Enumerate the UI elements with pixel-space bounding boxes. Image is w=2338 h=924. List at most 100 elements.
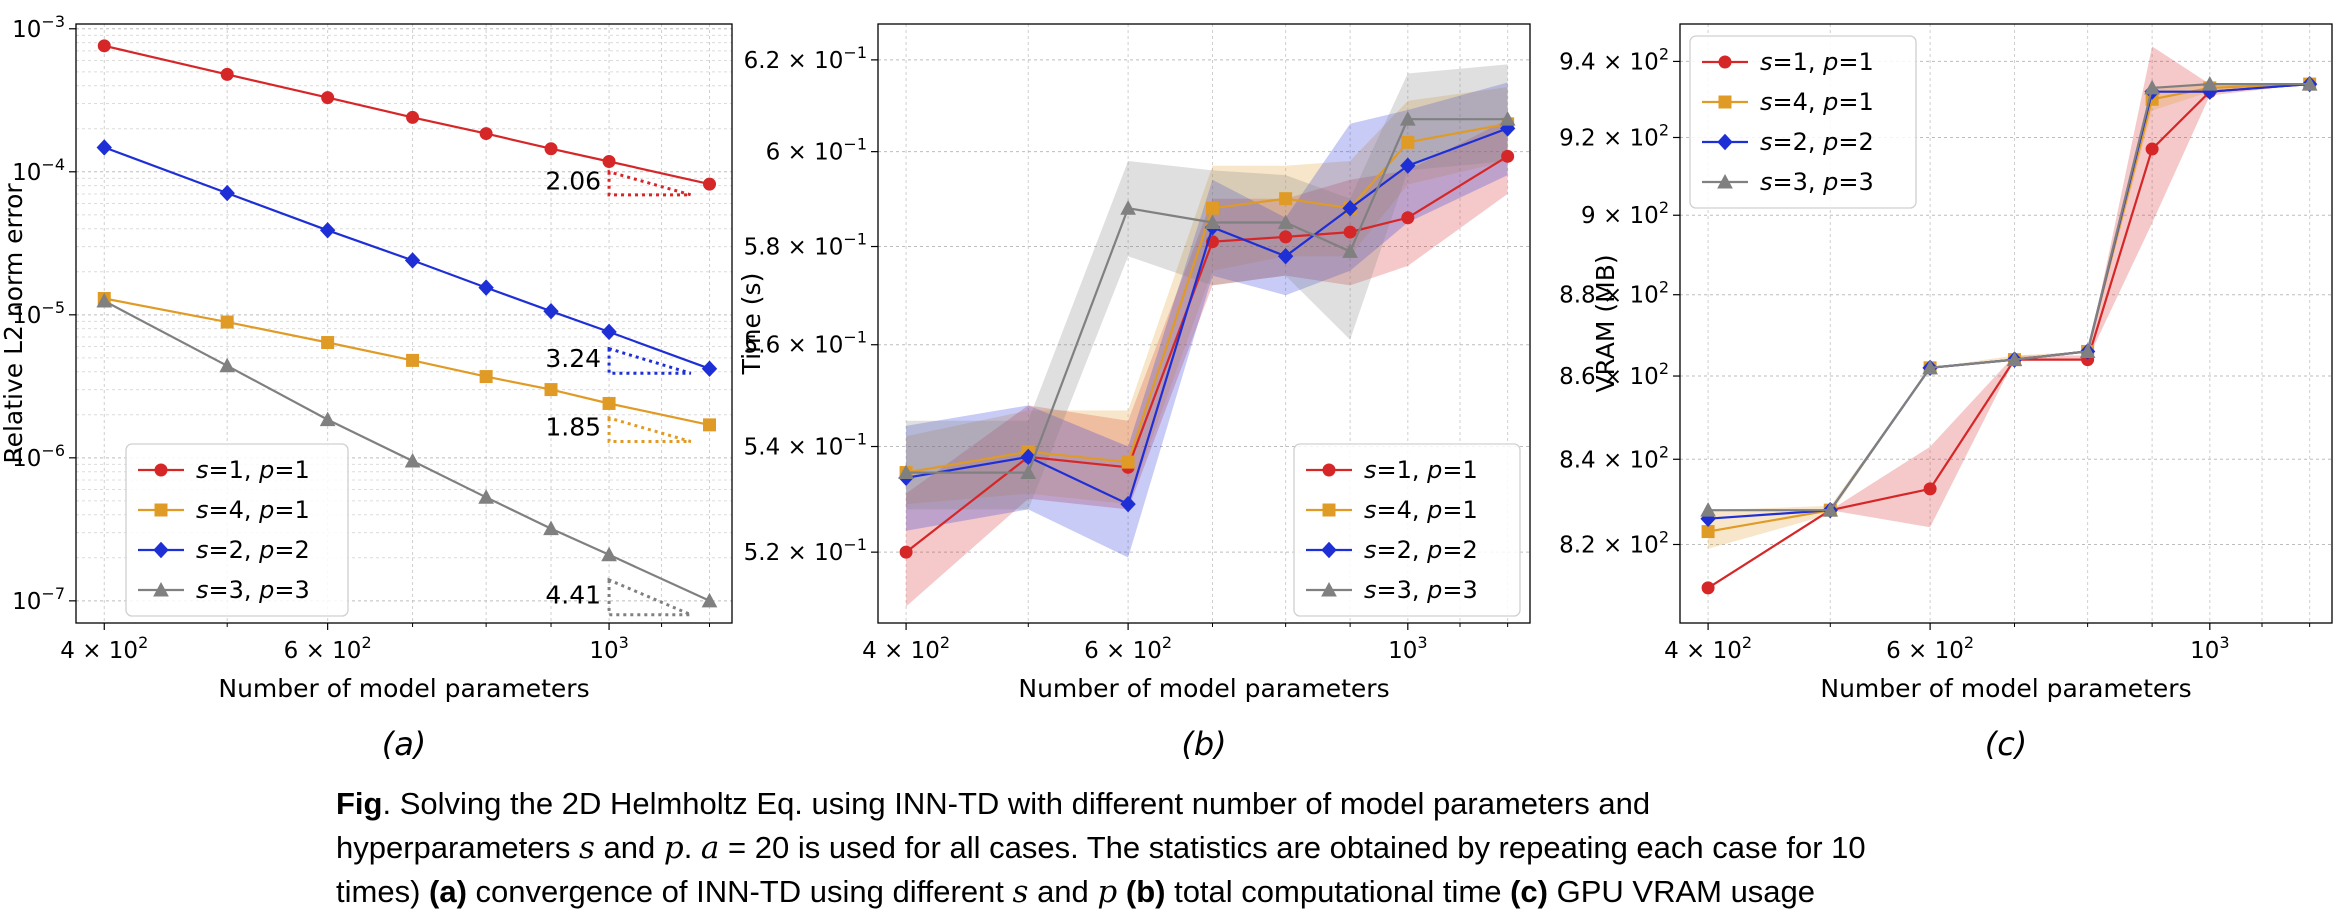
legend-label: s=2, p=2 — [196, 536, 310, 564]
data-point — [543, 520, 559, 536]
caption-symbol: p — [663, 830, 684, 866]
y-tick-label: 9.4 × 102 — [1559, 44, 1669, 75]
series-2-2 — [96, 139, 718, 377]
data-point — [154, 463, 168, 477]
legend-label: s=1, p=1 — [196, 456, 310, 484]
caption-text: hyperparameters — [336, 830, 579, 865]
y-tick-label: 10−7 — [12, 584, 65, 615]
legend-label: s=3, p=3 — [196, 576, 310, 604]
series-line — [103, 300, 710, 602]
caption-fig-label: Fig — [336, 786, 383, 821]
data-point — [153, 581, 169, 597]
legend-item: s=1, p=1 — [1702, 48, 1874, 76]
legend-item: s=2, p=2 — [1702, 128, 1874, 156]
data-point — [2201, 76, 2218, 91]
legend-label: s=1, p=1 — [1364, 456, 1478, 484]
caption-symbol: s — [578, 830, 595, 866]
legend-label: s=4, p=1 — [1364, 496, 1478, 524]
caption-text: and — [1028, 874, 1098, 909]
series-4-1 — [97, 292, 717, 432]
data-point — [602, 155, 616, 169]
data-point — [1501, 149, 1515, 163]
series-line — [104, 297, 710, 426]
legend-item: s=3, p=3 — [138, 576, 310, 604]
y-tick-label: 5.8 × 10−1 — [744, 230, 867, 261]
legend-label: s=4, p=1 — [196, 496, 310, 524]
data-point — [478, 489, 494, 504]
legend-item: s=4, p=1 — [1702, 88, 1874, 116]
data-point — [154, 503, 168, 517]
x-tick-label: 6 × 102 — [1886, 633, 1974, 664]
x-tick-label: 103 — [2190, 633, 2229, 664]
y-tick-label: 10−3 — [12, 12, 65, 43]
caption-symbol: a — [700, 830, 720, 866]
series-3-3 — [1700, 76, 2318, 517]
legend-item: s=4, p=1 — [138, 496, 310, 524]
data-point — [1322, 503, 1336, 517]
confidence-band — [1708, 46, 2310, 588]
legend-label: s=2, p=2 — [1760, 128, 1874, 156]
data-point — [319, 411, 336, 427]
data-point — [404, 252, 421, 269]
y-tick-label: 6 × 10−1 — [766, 135, 867, 166]
legend-item: s=2, p=2 — [1306, 536, 1478, 564]
legend-box — [125, 443, 349, 617]
data-point — [406, 353, 420, 367]
data-point — [1401, 211, 1415, 225]
data-point — [319, 222, 336, 239]
data-point — [96, 292, 113, 308]
data-point — [1120, 495, 1136, 513]
data-point — [544, 142, 558, 156]
legend: s=1, p=1 s=4, p=1 s=2, p=2 s=3, p=3 — [1689, 35, 1917, 209]
data-point — [703, 418, 717, 432]
caption-symbol: p — [1097, 874, 1118, 910]
data-point — [1342, 243, 1358, 258]
series-line — [906, 118, 1508, 474]
caption-panel-label: (c) — [1510, 874, 1548, 909]
plot-frame — [1679, 23, 2333, 624]
x-tick-label: 4 × 102 — [862, 633, 950, 664]
y-tick-label: 8.8 × 102 — [1559, 278, 1669, 309]
data-point — [2079, 343, 2096, 358]
data-point — [2145, 142, 2159, 156]
confidence-band — [906, 87, 1508, 505]
data-point — [601, 323, 617, 341]
data-point — [153, 541, 169, 559]
caption-text: times) — [336, 874, 429, 909]
legend: s=1, p=1 s=4, p=1 s=2, p=2 s=3, p=3 — [1293, 443, 1521, 617]
data-point — [479, 127, 493, 141]
data-point — [543, 302, 559, 320]
y-tick-label: 5.6 × 10−1 — [744, 328, 867, 359]
caption-text: . — [683, 830, 701, 865]
data-point — [1020, 464, 1037, 480]
caption-panel-label: (b) — [1117, 874, 1166, 909]
legend-item: s=3, p=3 — [1306, 576, 1478, 604]
data-point — [1701, 581, 1715, 595]
x-tick-label: 4 × 102 — [60, 633, 148, 664]
data-point — [1321, 581, 1337, 597]
data-point — [1322, 463, 1336, 477]
data-point — [1279, 230, 1293, 244]
legend-item: s=1, p=1 — [1306, 456, 1478, 484]
data-point — [701, 360, 718, 377]
caption-symbol: s — [1012, 874, 1029, 910]
y-tick-label: 6.2 × 10−1 — [744, 43, 867, 74]
data-point — [2144, 79, 2160, 95]
series-line — [905, 122, 1508, 474]
data-point — [321, 91, 335, 105]
data-point — [701, 592, 718, 608]
legend: s=1, p=1 s=4, p=1 s=2, p=2 s=3, p=3 — [125, 443, 349, 617]
data-point — [220, 67, 234, 81]
caption-text: . Solving the 2D Helmholtz Eq. using INN… — [382, 786, 1651, 821]
y-tick-label: 5.4 × 10−1 — [744, 430, 867, 461]
slope-label: 2.06 — [545, 166, 601, 195]
data-point — [97, 39, 111, 53]
data-point — [1400, 157, 1416, 174]
data-point — [1822, 502, 1839, 517]
legend-item: s=3, p=3 — [1702, 168, 1874, 196]
y-tick-label: 5.2 × 10−1 — [744, 535, 867, 566]
data-point — [1700, 502, 1716, 517]
data-point — [219, 357, 236, 373]
data-point — [899, 545, 913, 559]
